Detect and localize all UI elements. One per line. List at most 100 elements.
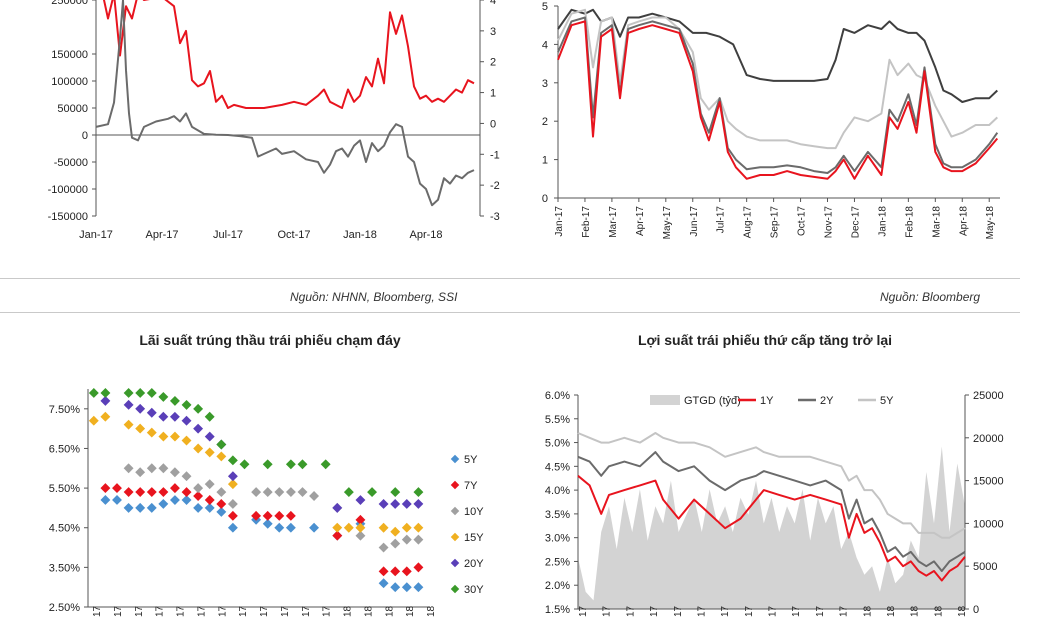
x-tick-label: Dec-17 xyxy=(850,206,861,239)
data-point-7Y xyxy=(169,483,180,494)
y-tick-label: 5 xyxy=(542,1,548,13)
data-point-20Y xyxy=(181,415,192,426)
data-point-15Y xyxy=(332,522,343,533)
x-tick-label: 17 xyxy=(720,605,731,617)
data-point-5Y xyxy=(401,582,412,593)
data-point-10Y xyxy=(274,487,285,498)
legend-label: 30Y xyxy=(464,584,484,596)
y-right-tick-label: -1 xyxy=(490,149,500,161)
data-point-30Y xyxy=(239,459,250,470)
series-line-dark xyxy=(557,8,998,103)
data-point-15Y xyxy=(146,427,157,438)
source-right: Nguồn: Bloomberg xyxy=(880,290,981,304)
x-tick-label: 17 xyxy=(791,605,802,617)
data-point-10Y xyxy=(390,538,401,549)
data-point-20Y xyxy=(378,499,389,509)
y-right-tick-label: 5000 xyxy=(973,561,997,573)
x-tick-label: 17 xyxy=(134,605,145,617)
x-tick-label: Apr-17 xyxy=(145,229,178,241)
data-point-5Y xyxy=(204,502,215,513)
data-point-15Y xyxy=(100,411,111,422)
x-tick-label: 17 xyxy=(176,605,187,617)
data-point-20Y xyxy=(158,411,169,422)
data-point-30Y xyxy=(181,399,192,410)
x-tick-label: 18 xyxy=(426,605,437,617)
x-tick-label: 17 xyxy=(649,605,660,617)
data-point-15Y xyxy=(158,431,169,442)
data-point-7Y xyxy=(390,566,401,577)
data-point-5Y xyxy=(262,518,273,529)
legend-label: 5Y xyxy=(464,454,478,466)
area-gtgd xyxy=(578,446,965,609)
x-tick-label: 18 xyxy=(933,605,944,617)
x-tick-label: 18 xyxy=(363,605,374,617)
series-line-red xyxy=(557,20,999,180)
x-tick-label: Sep-17 xyxy=(770,206,781,239)
data-point-7Y xyxy=(112,483,122,494)
data-point-10Y xyxy=(401,534,412,545)
x-tick-label: Oct-17 xyxy=(277,229,310,241)
x-tick-label: 18 xyxy=(910,605,921,617)
data-point-7Y xyxy=(274,510,285,521)
source-left: Nguồn: NHNN, Bloomberg, SSI xyxy=(290,290,458,304)
data-point-7Y xyxy=(262,510,273,521)
data-point-20Y xyxy=(227,471,238,482)
data-point-7Y xyxy=(181,487,192,498)
x-tick-label: Mar-17 xyxy=(608,206,619,238)
data-point-5Y xyxy=(274,522,285,533)
x-tick-label: 18 xyxy=(886,605,897,617)
x-tick-label: 17 xyxy=(768,605,779,617)
y-left-tick-label: 4.5% xyxy=(545,461,570,473)
data-point-10Y xyxy=(158,463,169,474)
data-point-5Y xyxy=(158,498,169,509)
data-point-10Y xyxy=(262,487,273,498)
data-point-15Y xyxy=(227,479,238,490)
x-tick-label: 18 xyxy=(384,605,395,617)
data-point-20Y xyxy=(169,411,180,422)
chart-title-bottom-right: Lợi suất trái phiếu thứ cấp tăng trở lại xyxy=(637,332,893,348)
data-point-7Y xyxy=(100,483,111,494)
data-point-7Y xyxy=(227,510,238,521)
x-tick-label: 18 xyxy=(957,605,968,617)
y-tick-label: 6.50% xyxy=(49,443,80,455)
x-tick-label: Jan-17 xyxy=(554,206,565,237)
y-tick-label: 4 xyxy=(542,39,548,51)
legend-label: 7Y xyxy=(464,480,478,492)
y-right-tick-label: 20000 xyxy=(973,433,1004,445)
y-right-tick-label: 1 xyxy=(490,88,496,100)
data-point-5Y xyxy=(216,506,227,517)
legend-label: 15Y xyxy=(464,532,484,544)
x-tick-label: 17 xyxy=(259,605,270,617)
y-left-tick-label: 2.5% xyxy=(545,556,570,568)
x-tick-label: Apr-18 xyxy=(958,206,969,236)
series-line-2Y xyxy=(577,451,966,572)
x-tick-label: Oct-17 xyxy=(797,206,808,236)
y-left-tick-label: 3.5% xyxy=(545,509,570,521)
data-point-7Y xyxy=(285,510,296,521)
x-tick-label: 17 xyxy=(696,605,707,617)
x-tick-label: 17 xyxy=(673,605,684,617)
data-point-15Y xyxy=(401,522,412,533)
y-left-tick-label: 0 xyxy=(82,130,88,142)
data-point-5Y xyxy=(100,495,111,505)
legend-marker-30Y xyxy=(450,584,460,594)
data-point-15Y xyxy=(88,415,99,426)
data-point-30Y xyxy=(216,439,227,450)
data-point-7Y xyxy=(158,487,169,497)
y-tick-label: 3 xyxy=(542,78,548,90)
legend-label: GTGD (tỷđ) xyxy=(684,395,741,407)
divider-middle xyxy=(0,312,1020,313)
x-tick-label: 17 xyxy=(602,605,613,617)
legend-label: 10Y xyxy=(464,506,484,518)
data-point-30Y xyxy=(343,487,354,498)
data-point-10Y xyxy=(181,471,192,482)
data-point-15Y xyxy=(355,522,366,533)
data-point-20Y xyxy=(390,498,401,509)
y-left-tick-label: 150000 xyxy=(51,49,88,61)
x-tick-label: Jul-17 xyxy=(213,229,243,241)
legend-swatch-GTGD (tỷđ) xyxy=(650,395,680,405)
y-left-tick-label: 3.0% xyxy=(545,533,570,545)
data-point-7Y xyxy=(146,487,157,497)
data-point-20Y xyxy=(204,431,215,442)
x-tick-label: Apr-18 xyxy=(409,229,442,241)
